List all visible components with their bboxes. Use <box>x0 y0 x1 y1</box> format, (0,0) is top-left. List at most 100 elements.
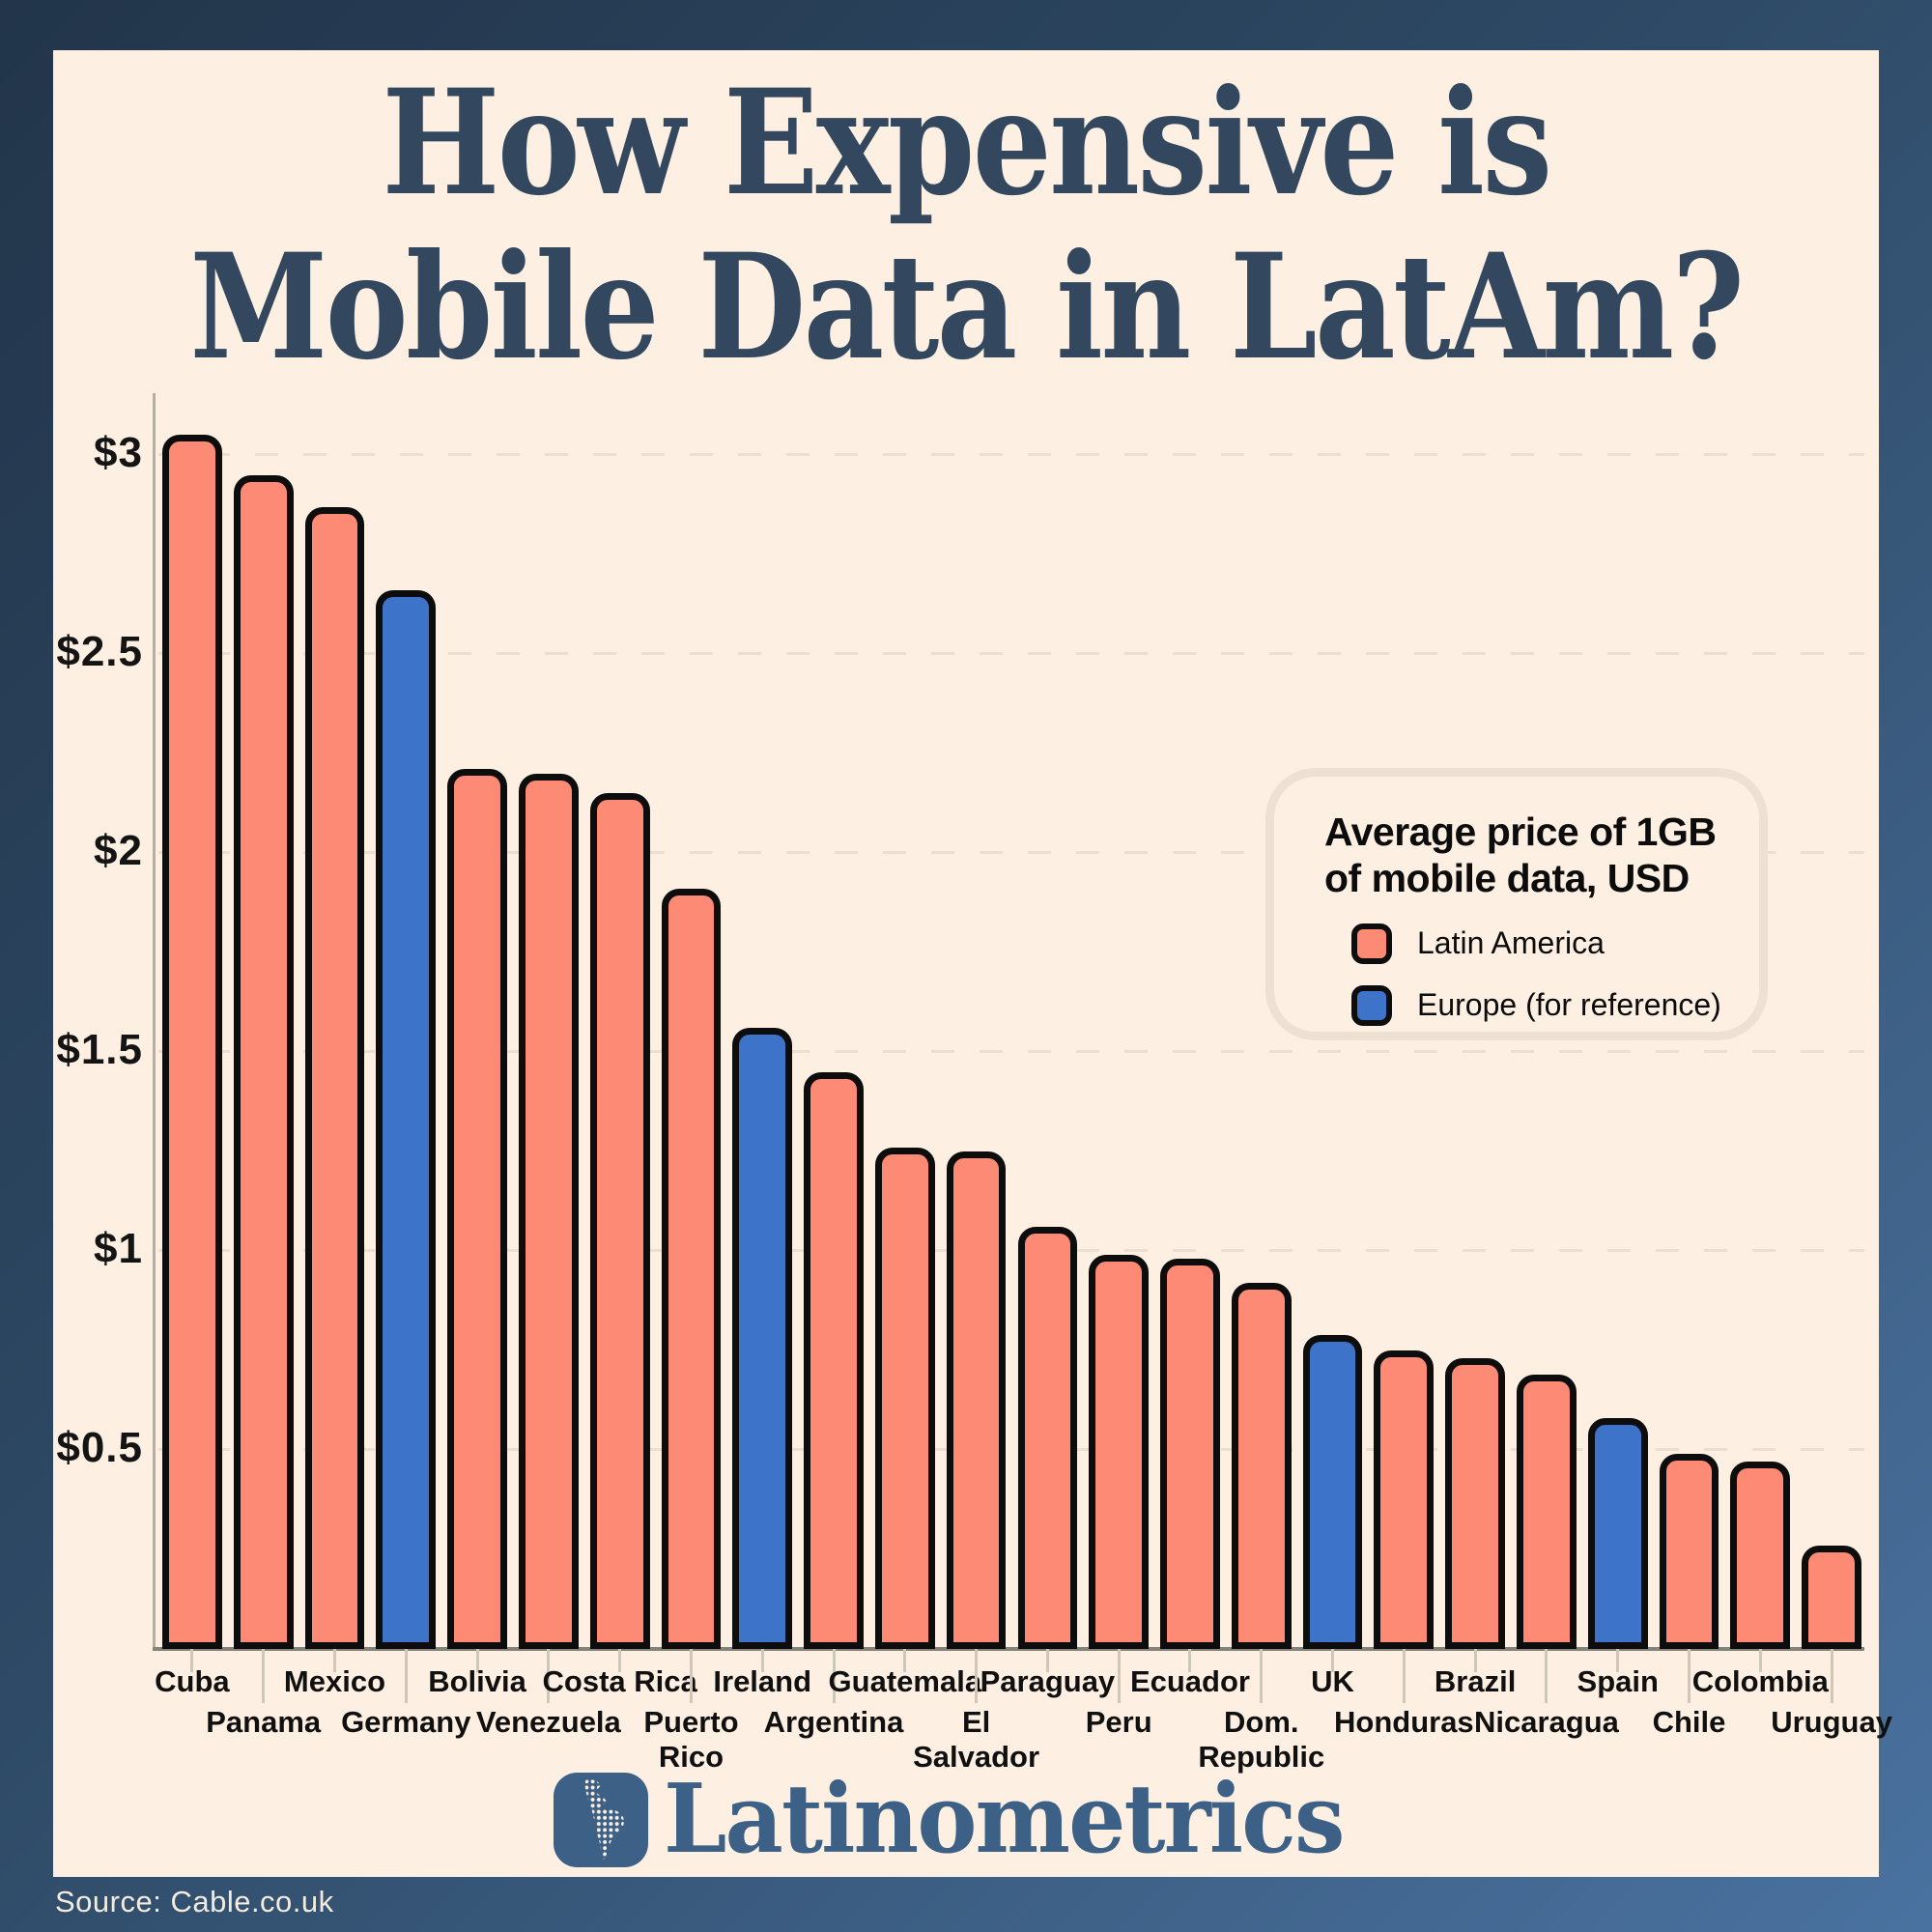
bar-uruguay <box>1802 1545 1861 1649</box>
x-tick <box>1260 1649 1264 1703</box>
title-line-2: Mobile Data in LatAm? <box>189 221 1745 392</box>
bar-paraguay <box>1017 1227 1078 1649</box>
source-attribution: Source: Cable.co.uk <box>55 1885 334 1918</box>
bar-dom.-republic <box>1231 1282 1292 1649</box>
x-label: Paraguay <box>980 1664 1116 1698</box>
x-tick <box>975 1649 979 1703</box>
page-title: How Expensive is Mobile Data in LatAm? <box>181 58 1750 392</box>
y-axis-spine <box>153 393 156 1649</box>
x-tick <box>190 1649 194 1672</box>
x-label: Ireland <box>713 1664 812 1698</box>
y-tick-label: $2.5 <box>56 628 143 675</box>
x-tick <box>404 1649 408 1703</box>
x-tick <box>689 1649 693 1703</box>
x-label: Colombia <box>1691 1664 1829 1698</box>
x-tick <box>1758 1649 1762 1672</box>
x-label: Brazil <box>1434 1664 1517 1698</box>
legend-item-latam: Latin America <box>1324 923 1730 964</box>
bar-cuba <box>162 435 222 1649</box>
x-tick <box>1117 1649 1121 1703</box>
bar-ireland <box>732 1028 793 1649</box>
bar-argentina <box>804 1071 864 1649</box>
x-tick <box>832 1649 836 1703</box>
brand-footer: Latinometrics <box>53 1762 1879 1878</box>
x-tick <box>618 1649 622 1672</box>
infographic-card: How Expensive is Mobile Data in LatAm? $… <box>53 50 1892 1878</box>
x-label: Puerto Rico <box>643 1705 739 1774</box>
europe-swatch <box>1351 984 1392 1026</box>
bar-germany <box>376 590 437 1649</box>
x-tick <box>1331 1649 1335 1672</box>
bar-mexico <box>304 506 365 1649</box>
x-label: Nicaragua <box>1473 1705 1619 1739</box>
x-tick <box>1688 1649 1691 1703</box>
legend-label-europe: Europe (for reference) <box>1417 987 1721 1023</box>
x-label: Chile <box>1652 1705 1726 1739</box>
x-label: Cuba <box>155 1664 230 1698</box>
x-label: UK <box>1311 1664 1354 1698</box>
bar-venezuela <box>518 773 579 1649</box>
legend-box: Average price of 1GB of mobile data, USD… <box>1265 768 1768 1040</box>
bar-brazil <box>1445 1358 1506 1649</box>
bar-ecuador <box>1160 1259 1220 1649</box>
x-label: Guatemala <box>828 1664 982 1698</box>
y-tick-label: $0.5 <box>56 1424 143 1471</box>
gridline-$2.5 <box>158 652 1864 655</box>
legend-item-europe: Europe (for reference) <box>1324 984 1730 1026</box>
bar-panama <box>233 474 294 1649</box>
bar-colombia <box>1730 1462 1791 1649</box>
x-label: El Salvador <box>913 1705 1040 1774</box>
bar-nicaragua <box>1517 1374 1577 1649</box>
brand-wordmark: Latinometrics <box>663 1764 1345 1875</box>
x-label: Germany <box>341 1705 471 1739</box>
bar-el-salvador <box>946 1151 1007 1649</box>
bar-peru <box>1089 1255 1150 1649</box>
x-label: Honduras <box>1334 1705 1474 1739</box>
gridline-$0.5 <box>158 1448 1864 1451</box>
x-tick <box>1473 1649 1477 1672</box>
bar-spain <box>1587 1418 1648 1649</box>
x-label: Uruguay <box>1771 1705 1892 1739</box>
gridline-$3 <box>158 453 1864 456</box>
x-label: Venezuela <box>475 1705 621 1739</box>
x-axis-baseline <box>153 1647 1864 1651</box>
bar-puerto-rico <box>661 889 722 1649</box>
x-tick <box>1616 1649 1620 1672</box>
legend-title-line-2: of mobile data, USD <box>1324 855 1690 900</box>
bar-chile <box>1659 1454 1719 1649</box>
gridline-$1 <box>158 1249 1864 1252</box>
bar-guatemala <box>874 1147 935 1649</box>
legend-label-latam: Latin America <box>1417 925 1605 961</box>
gridline-$1.5 <box>158 1050 1864 1053</box>
latinometrics-logo-icon <box>553 1773 648 1867</box>
x-tick <box>547 1649 551 1703</box>
y-tick-label: $1 <box>94 1225 143 1272</box>
gridline-$2 <box>158 851 1864 854</box>
x-tick <box>760 1649 764 1672</box>
x-tick <box>1830 1649 1833 1703</box>
x-label: Ecuador <box>1129 1664 1250 1698</box>
x-tick <box>262 1649 266 1703</box>
x-tick <box>1545 1649 1548 1703</box>
x-tick <box>1188 1649 1192 1672</box>
x-label: Argentina <box>763 1705 904 1739</box>
latam-swatch <box>1351 923 1392 964</box>
y-tick-label: $1.5 <box>56 1026 143 1073</box>
legend-title: Average price of 1GB of mobile data, USD <box>1324 810 1730 902</box>
x-tick <box>475 1649 479 1672</box>
plot-area: $3 $2.5 $2 $1.5 $1 $0.5 Cuba Panama Mexico German… <box>56 364 1892 1774</box>
x-label: Bolivia <box>428 1664 526 1698</box>
title-line-1: How Expensive is <box>382 58 1552 228</box>
y-tick-label: $2 <box>94 827 143 874</box>
bar-costa-rica <box>589 793 650 1649</box>
x-tick <box>1045 1649 1049 1672</box>
bar-honduras <box>1374 1350 1435 1649</box>
bar-bolivia <box>447 769 507 1649</box>
x-label: Costa Rica <box>542 1664 697 1698</box>
x-tick <box>1402 1649 1406 1703</box>
x-label: Mexico <box>283 1664 386 1698</box>
legend-title-line-1: Average price of 1GB <box>1324 810 1717 854</box>
x-tick <box>332 1649 336 1672</box>
x-label: Panama <box>206 1705 322 1739</box>
bar-uk <box>1302 1334 1363 1649</box>
